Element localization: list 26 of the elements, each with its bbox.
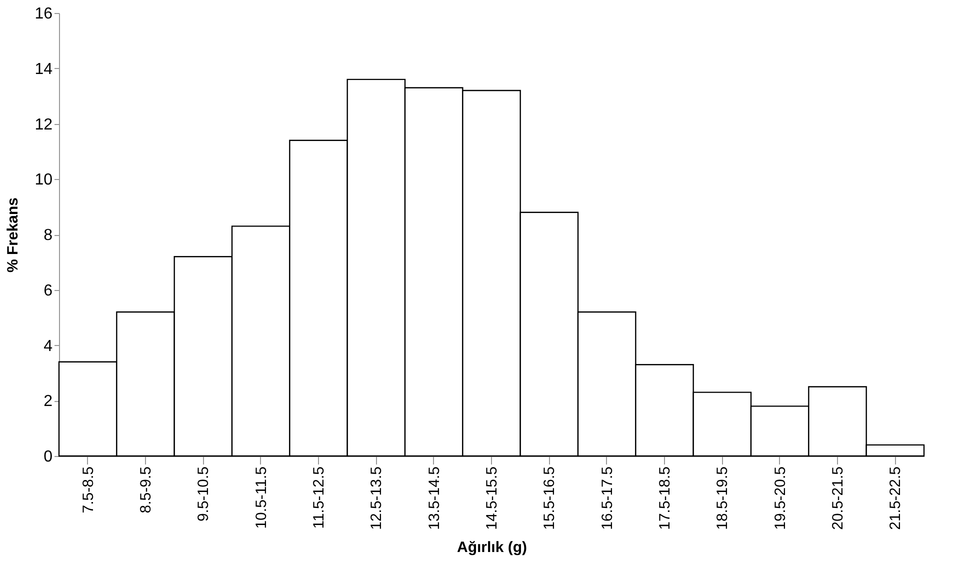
x-tick-label: 9.5-10.5 [195,466,212,522]
x-tick-label: 17.5-18.5 [656,466,674,530]
y-tick-label: 10 [34,172,53,189]
x-tick-label: 13.5-14.5 [426,466,443,530]
y-tick-label: 16 [34,6,53,22]
x-tick-label: 7.5-8.5 [80,466,97,514]
x-axis-title: Ağırlık (g) [457,538,527,556]
x-tick-label: 18.5-19.5 [714,466,732,530]
x-tick-label: 12.5-13.5 [368,466,386,530]
y-tick-label: 4 [44,338,53,355]
y-tick-label: 8 [44,227,53,244]
y-tick-label: 12 [34,116,53,134]
y-axis-title: % Frekans [4,197,22,273]
x-tick-label: 8.5-9.5 [138,466,154,514]
x-tick-label: 15.5-16.5 [541,466,558,530]
x-tick-label: 10.5-11.5 [252,466,270,529]
x-tick-label: 21.5-22.5 [887,466,904,530]
x-tick-label: 16.5-17.5 [598,466,616,530]
y-tick-label: 14 [34,60,53,78]
x-tick-label: 20.5-21.5 [830,466,846,530]
x-tick-label: 19.5-20.5 [772,466,789,530]
y-tick-label: 6 [44,282,53,300]
x-tick-label: 14.5-15.5 [484,466,500,530]
y-tick-label: 2 [44,393,53,410]
y-tick-label: 0 [44,448,53,466]
x-tick-label: 11.5-12.5 [310,466,328,529]
